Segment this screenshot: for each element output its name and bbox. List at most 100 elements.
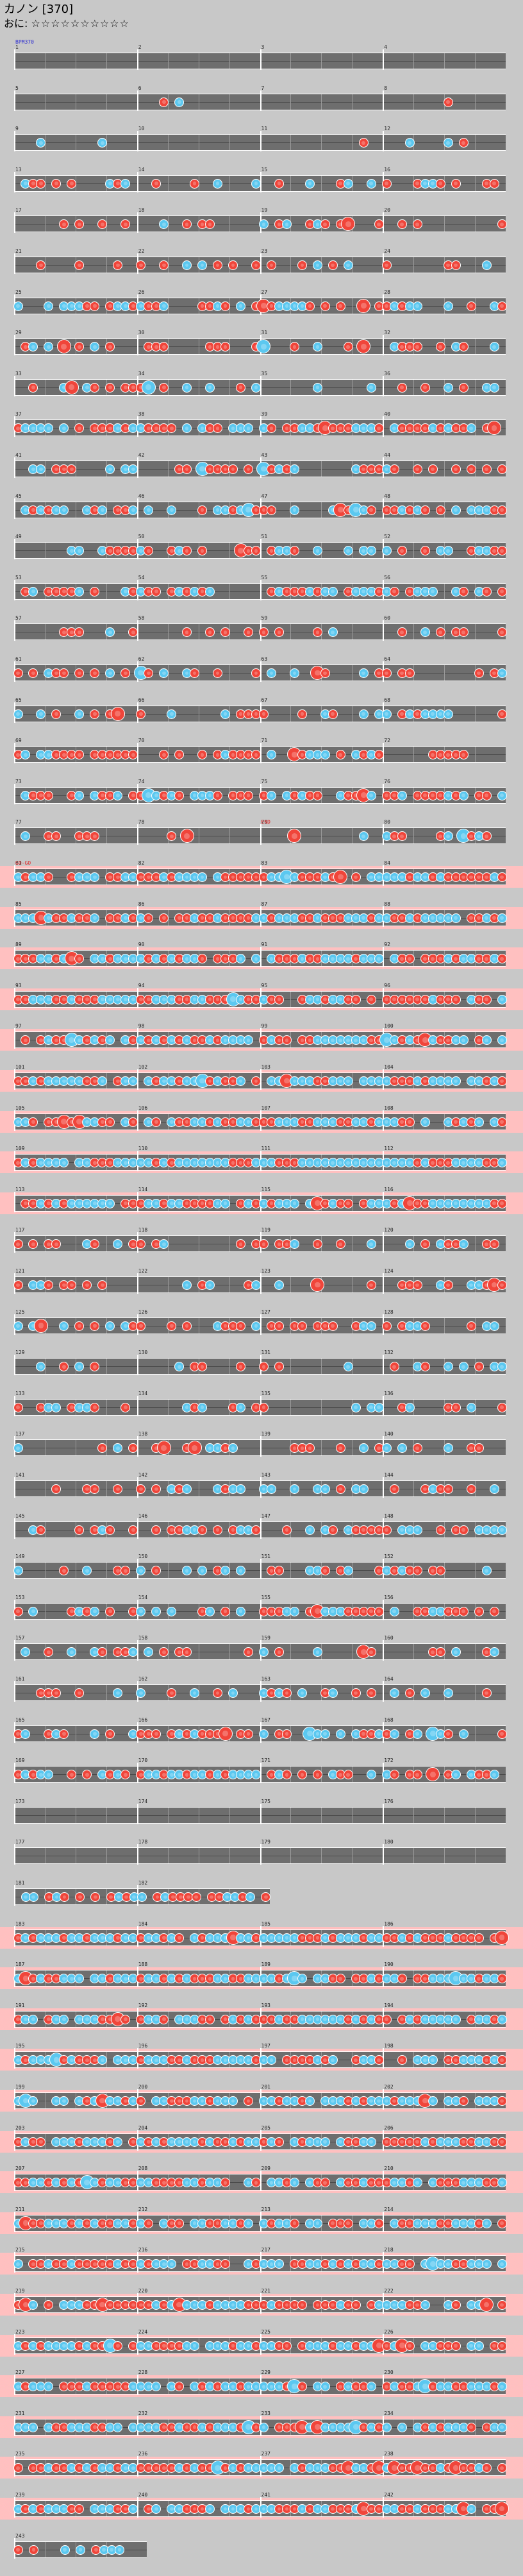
don-note	[213, 790, 223, 801]
bar-number: 228	[138, 2369, 148, 2376]
ka-note	[228, 2096, 238, 2106]
don-note	[90, 586, 100, 597]
note-lane: 161 162 163 164	[14, 1676, 506, 1702]
bar-number: 177	[15, 1839, 25, 1845]
bar-number: 204	[138, 2124, 148, 2131]
don-note	[13, 1239, 23, 1250]
ka-note	[497, 668, 507, 678]
don-note	[44, 2300, 54, 2310]
bar-number: 54	[138, 574, 145, 580]
ka-note	[312, 260, 322, 270]
don-note	[335, 750, 345, 760]
bar-number: 38	[138, 411, 145, 418]
don-note	[182, 627, 192, 638]
bar-number: 222	[384, 2288, 394, 2294]
ka-note	[443, 1688, 453, 1698]
note-lane: 183 184 185 186	[13, 1921, 509, 1947]
don-note	[258, 1362, 269, 1372]
bar-number: 236	[138, 2451, 148, 2457]
don-note	[266, 423, 276, 434]
don-note	[258, 709, 269, 719]
ka-note	[389, 1729, 399, 1739]
don-note	[51, 831, 62, 842]
don-note	[167, 1321, 177, 1331]
ka-note	[105, 464, 115, 474]
note-lane: 117 118 119 120	[13, 1227, 506, 1253]
ka-note	[274, 2259, 284, 2269]
bar-number: 118	[138, 1227, 148, 1233]
bar-number: 153	[15, 1594, 25, 1600]
beat-line	[290, 706, 292, 722]
big-don-note	[356, 298, 371, 313]
don-note	[412, 342, 422, 352]
don-note	[236, 1239, 246, 1250]
don-note	[90, 382, 100, 393]
don-note	[28, 790, 38, 801]
ka-note	[343, 1076, 353, 1086]
note-lane: 77 78 79 80 END	[14, 819, 506, 845]
don-note	[335, 1484, 345, 1494]
don-note	[105, 382, 115, 393]
ka-note	[244, 1035, 254, 1046]
don-note	[381, 178, 392, 189]
bar-number: 242	[384, 2492, 394, 2498]
don-note	[366, 1688, 376, 1698]
bar-number: 80	[384, 819, 390, 826]
don-note	[236, 1321, 246, 1331]
bar-number: 74	[138, 778, 145, 784]
don-note	[428, 464, 438, 474]
bar-number: 154	[138, 1594, 148, 1600]
don-note	[497, 2055, 507, 2065]
don-note	[328, 423, 338, 434]
ka-note	[343, 546, 353, 556]
don-note	[404, 954, 415, 964]
don-note	[397, 831, 407, 842]
ka-note	[274, 2463, 284, 2473]
don-note	[28, 1117, 38, 1127]
don-note	[489, 178, 499, 189]
ka-note	[343, 1566, 353, 1576]
ka-note	[404, 1239, 415, 1250]
ka-note	[366, 790, 376, 801]
note-lane: 157 158 159 160	[14, 1635, 506, 1661]
bar-number: 23	[261, 248, 268, 254]
bar-number: 31	[261, 330, 268, 336]
beat-line	[321, 461, 322, 477]
don-note	[44, 1280, 54, 1290]
beat-line	[352, 135, 353, 151]
don-note	[205, 219, 215, 230]
note-lane: 93 94 95 96	[13, 983, 507, 1008]
beat-line	[352, 706, 353, 722]
ka-note	[497, 913, 507, 923]
don-note	[59, 219, 69, 230]
don-note	[335, 301, 345, 311]
big-don-note	[218, 1726, 233, 1741]
ka-note	[74, 790, 85, 801]
bar-number: 161	[15, 1676, 25, 1682]
don-note	[21, 586, 31, 597]
don-note	[481, 586, 492, 597]
ka-note	[428, 586, 438, 597]
don-note	[397, 627, 407, 638]
don-note	[458, 627, 469, 638]
don-note	[174, 1933, 185, 1943]
don-note	[244, 546, 254, 556]
ka-note	[13, 2259, 23, 2269]
beat-line	[167, 1399, 169, 1415]
don-note	[389, 586, 399, 597]
don-note	[497, 2218, 507, 2228]
don-note	[13, 1606, 23, 1616]
bar-number: 215	[15, 2247, 25, 2253]
bar-number: 211	[15, 2206, 25, 2212]
don-note	[74, 2504, 85, 2514]
big-don-note	[341, 217, 356, 232]
ka-note	[76, 2545, 86, 2555]
ka-note	[404, 138, 415, 148]
don-note	[351, 1688, 361, 1698]
bar-number: 65	[15, 697, 22, 703]
ka-note	[105, 1198, 115, 1208]
don-note	[82, 1280, 92, 1290]
don-note	[13, 750, 23, 760]
bar-number: 87	[261, 901, 268, 907]
bar-number: 184	[138, 1920, 148, 1927]
